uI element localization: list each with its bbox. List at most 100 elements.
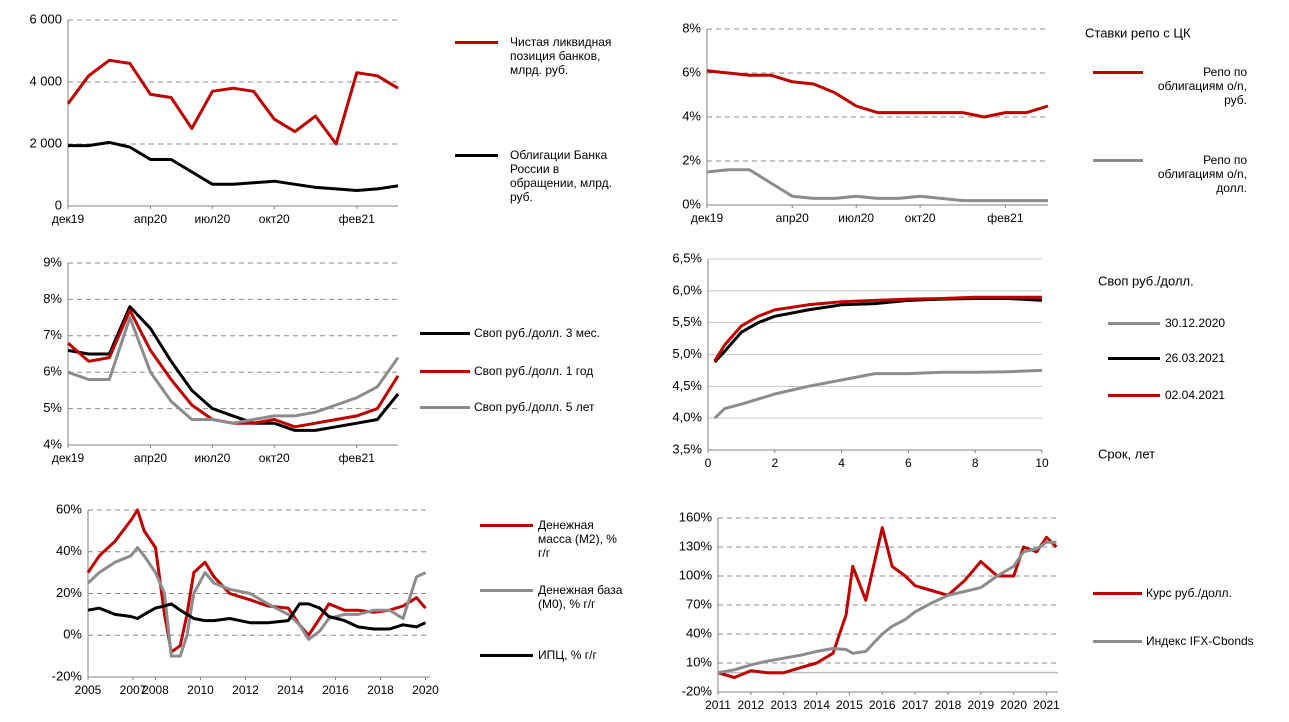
legend-label: Репо по облигациям o/n, руб. (1157, 65, 1247, 107)
y-tick-label: 160% (679, 509, 713, 524)
legend-swatch (1108, 393, 1160, 397)
y-tick-label: 70% (686, 596, 712, 611)
x-tick-label: 2012 (737, 698, 764, 712)
series-line (717, 526, 1058, 679)
y-tick-label: 7% (43, 327, 62, 342)
chart-title: Ставки репо с ЦК (1085, 25, 1191, 40)
x-tick-label: окт20 (259, 212, 290, 226)
x-tick-label: дек19 (52, 451, 85, 465)
x-tick-label: 2020 (1000, 698, 1027, 712)
x-tick-label: июл20 (838, 211, 874, 225)
legend-label: 02.04.2021 (1165, 388, 1226, 402)
x-tick-label: дек19 (52, 212, 85, 226)
legend-label: Своп руб./долл. 1 год (474, 364, 594, 378)
legend-label: 26.03.2021 (1165, 351, 1226, 365)
series-line (86, 546, 427, 658)
y-tick-label: 60% (56, 501, 82, 516)
legend-swatch (1108, 356, 1160, 360)
x-tick-label: 2018 (367, 683, 394, 697)
x-tick-label: 10 (1035, 456, 1049, 470)
x-tick-label: апр20 (134, 212, 168, 226)
series-line (66, 58, 399, 146)
chart-title: Своп руб./долл. (1098, 273, 1194, 288)
x-tick-label: апр20 (134, 451, 168, 465)
legend-label: 30.12.2020 (1165, 316, 1226, 330)
series-line (68, 140, 399, 192)
x-axis-label: Срок, лет (1098, 446, 1155, 461)
y-tick-label: -20% (52, 668, 83, 683)
y-tick-label: 0% (63, 627, 82, 642)
x-tick-label: 2021 (1033, 698, 1060, 712)
y-tick-label: 130% (679, 538, 713, 553)
x-tick-label: 0 (705, 456, 712, 470)
y-tick-label: 3,5% (672, 441, 702, 456)
legend-label: ИПЦ, % г/г (538, 648, 597, 662)
legend-label: Индекс IFX-Cbonds (1146, 634, 1254, 648)
x-tick-label: апр20 (776, 211, 810, 225)
x-tick-label: 2005 (75, 683, 102, 697)
series-line (706, 168, 1048, 203)
x-tick-label: окт20 (259, 451, 290, 465)
x-tick-label: 4 (838, 456, 845, 470)
y-tick-label: 100% (679, 567, 713, 582)
y-tick-label: 4% (682, 108, 701, 123)
series-line (713, 368, 1043, 420)
y-tick-label: 4,0% (672, 410, 702, 425)
x-tick-label: фев21 (339, 451, 376, 465)
legend-label: Своп руб./долл. 5 лет (474, 400, 595, 414)
series-line (87, 602, 427, 631)
x-tick-label: 2015 (836, 698, 863, 712)
y-tick-label: 6,5% (672, 250, 702, 265)
y-tick-label: 10% (686, 654, 712, 669)
legend-swatch (1093, 639, 1142, 643)
y-tick-label: 6% (682, 64, 701, 79)
x-tick-label: 2019 (967, 698, 994, 712)
legend-swatch (455, 153, 498, 157)
legend-swatch (420, 331, 470, 335)
x-tick-label: 2011 (705, 698, 731, 712)
y-tick-label: 0% (682, 196, 701, 211)
x-tick-label: 2007 (120, 683, 147, 697)
y-tick-label: 40% (686, 625, 712, 640)
x-tick-label: 2016 (869, 698, 896, 712)
legend-label: Облигации Банка России в обращении, млрд… (510, 148, 612, 204)
y-tick-label: 8% (682, 20, 701, 35)
y-tick-label: 4 000 (29, 73, 62, 88)
legend-label: Репо по облигациям o/n, долл. (1157, 153, 1247, 195)
x-tick-label: 2016 (322, 683, 349, 697)
legend-swatch (420, 369, 470, 373)
legend-swatch (1093, 591, 1142, 595)
x-tick-label: июл20 (194, 212, 230, 226)
series-line (67, 316, 400, 425)
legend-swatch (420, 405, 470, 409)
legend-swatch (480, 588, 533, 592)
y-tick-label: 0 (55, 197, 62, 212)
y-tick-label: 9% (43, 254, 62, 269)
legend-swatch (480, 653, 533, 657)
legend-label: Курс руб./долл. (1146, 586, 1232, 600)
x-tick-label: 2013 (770, 698, 797, 712)
y-tick-label: 8% (43, 291, 62, 306)
legend-label: Своп руб./долл. 3 мес. (474, 326, 600, 340)
legend-label: Денежная масса (M2), % г/г (538, 518, 617, 560)
x-tick-label: дек19 (691, 211, 724, 225)
series-line (713, 295, 1042, 362)
x-tick-label: 2014 (277, 683, 304, 697)
y-tick-label: 6% (43, 364, 62, 379)
x-tick-label: 2014 (803, 698, 830, 712)
x-tick-label: 2 (771, 456, 778, 470)
legend-swatch (455, 40, 498, 44)
legend-swatch (1093, 70, 1143, 74)
y-tick-label: 5,5% (672, 314, 702, 329)
y-tick-label: 6 000 (29, 11, 62, 26)
x-tick-label: 8 (972, 456, 979, 470)
x-tick-label: 2010 (187, 683, 214, 697)
y-tick-label: 4,5% (672, 378, 702, 393)
y-tick-label: 5,0% (672, 346, 702, 361)
x-tick-label: июл20 (194, 451, 230, 465)
legend-label: Чистая ликвидная позиция банков, млрд. р… (510, 35, 612, 77)
x-tick-label: фев21 (339, 212, 376, 226)
x-tick-label: окт20 (905, 211, 936, 225)
